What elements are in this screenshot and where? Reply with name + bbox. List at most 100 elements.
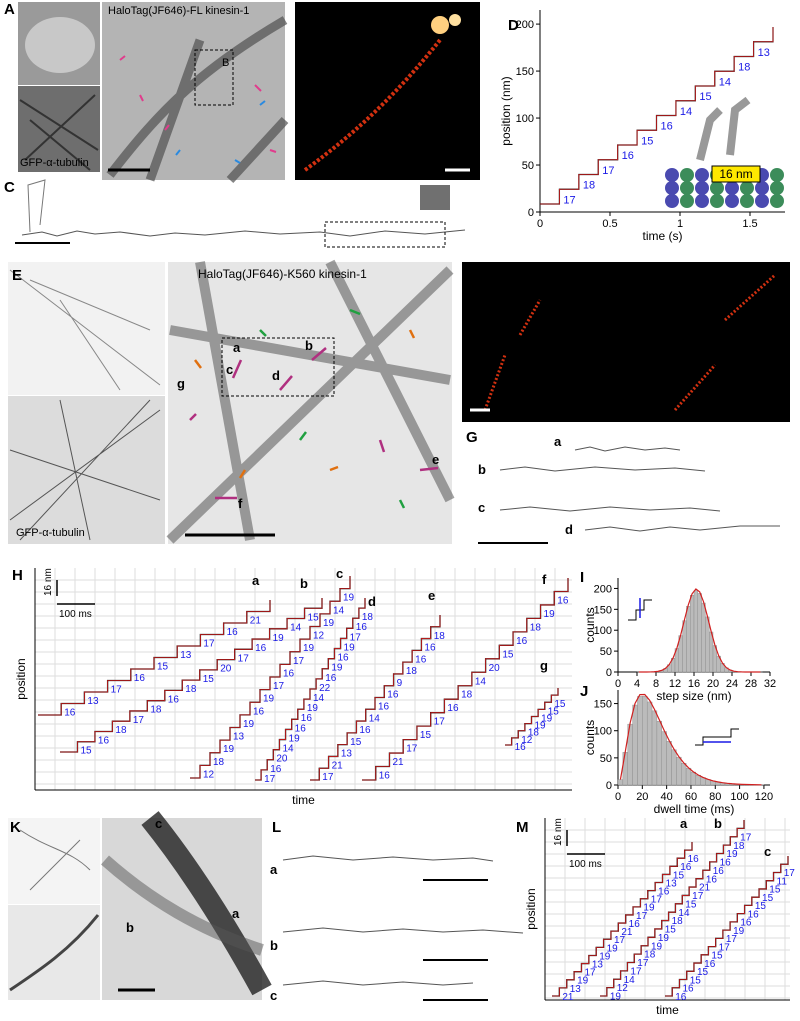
- tubulin-subunit: [680, 181, 694, 195]
- step-label: 19: [303, 643, 315, 654]
- histogram-bar: [617, 779, 624, 786]
- track-trace: [303, 38, 442, 172]
- panel-letter: J: [580, 683, 588, 700]
- track-label: e: [432, 452, 439, 467]
- x-tick-label: 4: [634, 678, 640, 690]
- image-label: HaloTag(JF646)-FL kinesin-1: [108, 5, 249, 17]
- step-label: 16: [378, 702, 390, 713]
- step-label: 14: [369, 713, 381, 724]
- step-fit: [600, 820, 745, 997]
- step-label: 15: [690, 975, 702, 986]
- trajectories: [499, 446, 780, 532]
- step-label: 16: [379, 771, 391, 782]
- step-label: 16: [680, 862, 692, 873]
- step-label: 17: [630, 966, 642, 977]
- step-label: 20: [489, 663, 501, 674]
- step-label: 14: [282, 744, 294, 755]
- step-label: 16: [168, 694, 180, 705]
- step-label: 18: [185, 684, 197, 695]
- step-label: 18: [362, 612, 374, 623]
- track-label: a: [232, 906, 240, 921]
- microtubule: [141, 811, 272, 996]
- track-label: c: [270, 988, 277, 1003]
- position-trace: [600, 820, 745, 997]
- step-label: 18: [213, 757, 225, 768]
- trace-label: e: [428, 588, 435, 603]
- step-fit: [310, 615, 441, 781]
- step-label: 16: [134, 673, 146, 684]
- step-label: 16: [740, 918, 752, 929]
- histogram-bar: [646, 701, 653, 786]
- dwell-cartoon: [695, 728, 739, 746]
- step-fit: [190, 576, 351, 779]
- tubulin-subunit: [740, 194, 754, 208]
- panel-letter: E: [12, 267, 22, 284]
- scale-bar: [566, 830, 605, 855]
- step-label: 12: [617, 983, 629, 994]
- track-label: c: [226, 362, 233, 377]
- step-label: 19: [289, 733, 301, 744]
- inset-box: [711, 165, 761, 183]
- y-tick-label: 50: [522, 160, 534, 172]
- track-label: a: [233, 340, 241, 355]
- step-label: 16: [675, 992, 687, 1003]
- step-label: 17: [637, 958, 649, 969]
- x-tick-label: 1.5: [742, 218, 757, 230]
- step-label: 16: [688, 854, 700, 865]
- image-label: GFP-α-tubulin: [16, 527, 85, 539]
- step-label: 16: [658, 887, 670, 898]
- track-label: a: [519, 288, 527, 303]
- step-label: 17: [740, 832, 752, 843]
- step-label: 17: [238, 653, 250, 664]
- panel-letter: A: [4, 1, 15, 18]
- step-label: 18: [738, 62, 750, 74]
- fit-curve: [619, 693, 762, 786]
- x-tick-label: 80: [709, 791, 721, 803]
- step-label: 19: [541, 713, 553, 724]
- x-tick-label: 24: [726, 678, 738, 690]
- histogram-bar: [651, 710, 658, 786]
- panel-letter: C: [4, 179, 15, 196]
- tracks: [194, 329, 416, 479]
- track-traces: [483, 273, 777, 411]
- tubulin-subunit: [695, 194, 709, 208]
- step-fit: [552, 842, 693, 997]
- step-label: 19: [544, 609, 556, 620]
- step-label: 14: [680, 106, 692, 118]
- step-label: 18: [115, 725, 127, 736]
- panel-letter: H: [12, 567, 23, 584]
- tubulin-subunit: [770, 168, 784, 182]
- histogram-bar: [642, 696, 648, 786]
- histogram-bar: [666, 741, 672, 786]
- histogram-bar: [690, 771, 697, 786]
- step-label: 17: [264, 774, 276, 785]
- y-axis-label: position (nm): [499, 76, 513, 145]
- step-label: 19: [323, 618, 335, 629]
- super-res-image: [295, 2, 480, 180]
- zoom-box: [194, 49, 234, 106]
- box-label: B: [222, 57, 229, 69]
- cluster: [420, 185, 450, 210]
- y-tick-label: 100: [594, 726, 612, 738]
- step-label: 13: [87, 696, 99, 707]
- step-label: 19: [726, 849, 738, 860]
- step-label: 18: [150, 705, 162, 716]
- tubulin-subunit: [680, 194, 694, 208]
- scale-label: 100 ms: [59, 609, 92, 620]
- histogram-bar: [661, 731, 667, 786]
- trace-label: c: [764, 844, 771, 859]
- step-label: 17: [133, 715, 145, 726]
- x-tick-label: 0: [537, 218, 543, 230]
- step-label: 17: [203, 639, 215, 650]
- track-label: b: [478, 462, 486, 477]
- step-label: 16: [447, 703, 459, 714]
- trajectory: [21, 229, 466, 237]
- histogram-bar: [701, 602, 706, 673]
- x-axis-label: time: [656, 1003, 679, 1017]
- y-tick-label: 150: [516, 66, 534, 78]
- kinesin-cartoon: [696, 96, 751, 161]
- step-fit: [38, 600, 271, 716]
- step-label: 18: [672, 916, 684, 927]
- track-label: d: [565, 522, 573, 537]
- step-label: 15: [157, 662, 169, 673]
